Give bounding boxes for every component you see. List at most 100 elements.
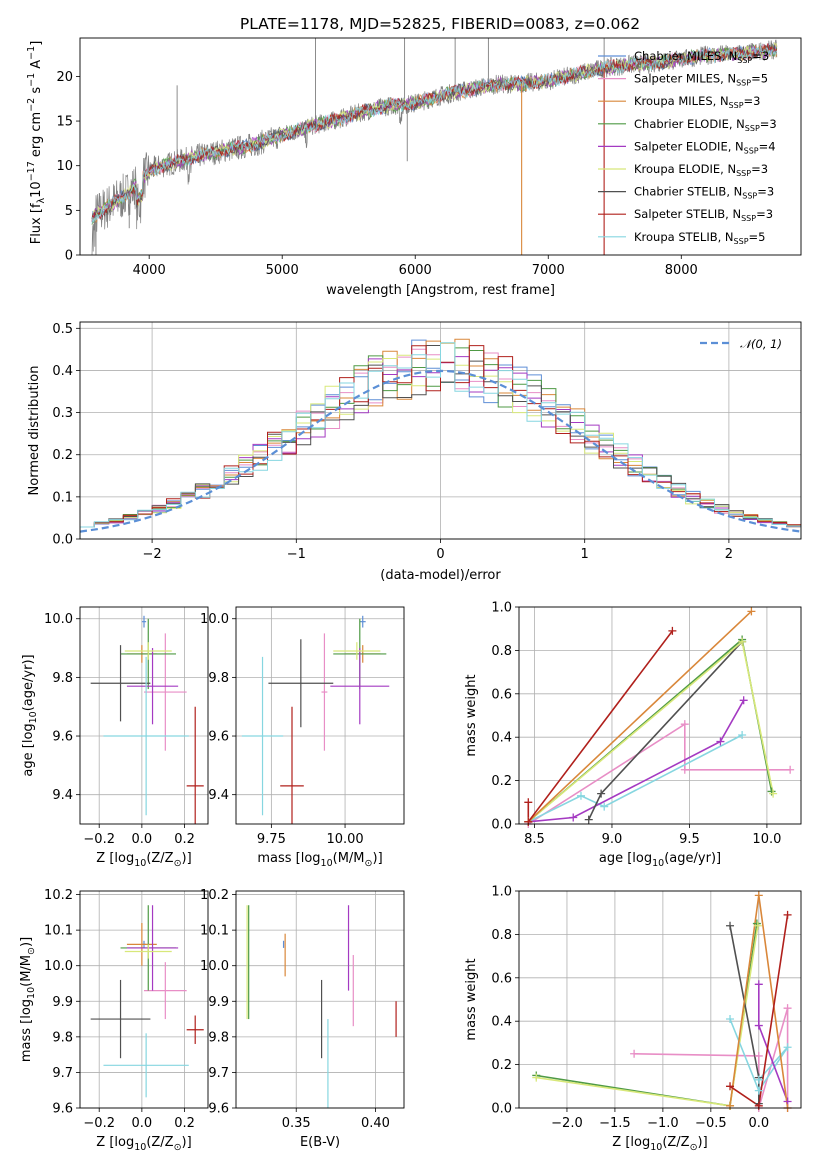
x-tick-label: −2	[143, 547, 162, 562]
x-tick-label: 10.00	[326, 832, 363, 847]
y-tick-label: 0.8	[491, 928, 512, 943]
weight-marker-kroupa_stelib	[738, 731, 747, 740]
plot-area	[91, 38, 778, 255]
x-tick-label: −2.0	[551, 1116, 583, 1131]
weight-marker-chabrier_stelib	[726, 921, 735, 930]
axes-frame	[235, 606, 405, 825]
legend-label-chabrier_stelib: Chabrier STELIB, NSSP=3	[634, 185, 774, 201]
y-tick-label: 9.7	[208, 1066, 229, 1081]
x-tick-label: −0.2	[83, 832, 115, 847]
y-tick-label: 9.4	[52, 788, 73, 803]
weight-line-chabrier_elodie	[527, 638, 773, 823]
y-tick-label: 1.0	[491, 601, 512, 616]
y-tick-label: 9.9	[52, 995, 73, 1010]
weight-marker-salpeter_stelib	[783, 910, 792, 919]
histogram-kroupa_stelib	[80, 342, 801, 539]
plot-area	[90, 615, 204, 824]
weight-marker-salpeter_elodie	[754, 980, 763, 989]
x-tick-label: 2	[725, 547, 733, 562]
weight-marker-kroupa_stelib	[783, 1043, 792, 1052]
weight-line-salpeter_miles	[527, 722, 791, 824]
x-axis-label: Z [log10(Z/Z⊙)]	[96, 851, 191, 869]
x-tick-label: 0.35	[282, 1116, 311, 1131]
residuals-panel: −2 −1 0 1 2 0.0 0.1 0.2 0.3 0.4 0.5 (data-model)/er…	[27, 321, 802, 583]
y-tick-label: 1.0	[491, 885, 512, 900]
weight-marker-salpeter_miles	[786, 765, 795, 774]
model-spectrum-kroupa_stelib	[91, 44, 778, 225]
y-tick-label: 10.1	[44, 924, 73, 939]
x-tick-label: −0.5	[695, 1116, 727, 1131]
y-tick-label: 9.6	[208, 1102, 229, 1117]
weight-marker-kroupa_stelib	[600, 802, 609, 811]
y-tick-label: 9.8	[52, 1030, 73, 1045]
weight-marker-chabrier_stelib	[584, 815, 593, 824]
x-tick-label: 0.2	[174, 832, 195, 847]
y-axis-label: age [log10(age/yr)]	[21, 654, 39, 776]
x-axis-label: E(B-V)	[300, 1135, 340, 1150]
y-tick-label: 0	[65, 249, 73, 264]
weight-line-kroupa_elodie	[527, 640, 774, 823]
weight-marker-kroupa_elodie	[753, 921, 762, 930]
plot-area	[80, 338, 801, 539]
y-tick-label: 0.6	[491, 971, 512, 986]
x-tick-label: 7000	[532, 263, 565, 278]
y-tick-label: 10	[56, 159, 73, 174]
x-tick-label: 8.5	[524, 832, 545, 847]
weight-line-chabrier_elodie	[536, 923, 758, 1107]
model-spectrum-salpeter_stelib	[91, 43, 778, 222]
y-tick-label: 9.6	[52, 1102, 73, 1117]
y-tick-label: 20	[56, 70, 73, 85]
weight-marker-kroupa_miles	[754, 891, 763, 900]
y-axis-label: Normed distribution	[27, 366, 42, 496]
weight-marker-salpeter_stelib	[524, 798, 533, 807]
x-tick-label: 6000	[399, 263, 432, 278]
y-tick-label: 10.1	[200, 924, 229, 939]
legend-label-chabrier_elodie: Chabrier ELODIE, NSSP=3	[634, 117, 777, 133]
weight-marker-salpeter_elodie	[754, 1021, 763, 1030]
weight-line-kroupa_stelib	[527, 734, 743, 823]
axes-frame	[79, 890, 209, 1109]
y-tick-label: 5	[65, 204, 73, 219]
weight-marker-kroupa_miles	[747, 607, 756, 616]
weight-marker-kroupa_stelib	[754, 1086, 763, 1095]
weight-marker-kroupa_stelib	[754, 1075, 763, 1084]
plot-area	[246, 905, 397, 1108]
weight-line-kroupa_miles	[527, 610, 752, 823]
y-tick-label: 9.8	[208, 1030, 229, 1045]
weight-marker-kroupa_miles	[726, 1101, 735, 1110]
legend-label-salpeter_elodie: Salpeter ELODIE, NSSP=4	[634, 139, 776, 155]
spectrum-legend: Chabrier MILES, NSSP=3 Salpeter MILES, NS…	[598, 49, 777, 246]
weight-marker-salpeter_miles	[680, 765, 689, 774]
y-axis-label: Flux [fλ10−17 erg cm−2 s−1 A−1]	[26, 41, 47, 245]
x-tick-label: 9.5	[679, 832, 700, 847]
x-tick-label: 0.0	[132, 1116, 153, 1131]
weight-marker-salpeter_stelib	[726, 1082, 735, 1091]
y-tick-label: 0.6	[491, 687, 512, 702]
figure-title: PLATE=1178, MJD=52825, FIBERID=0083, z=0…	[240, 15, 640, 33]
y-axis-label: mass weight	[464, 958, 479, 1040]
plot-area	[527, 610, 791, 824]
x-tick-label: 0.0	[132, 832, 153, 847]
x-axis-label: wavelength [Angstrom, rest frame]	[326, 283, 555, 298]
y-axis-label: mass weight	[464, 674, 479, 756]
y-axis-label: mass [log10(M/M⊙)]	[19, 937, 37, 1062]
x-tick-label: 0.2	[174, 1116, 195, 1131]
x-tick-label: 10.0	[752, 832, 781, 847]
y-tick-label: 9.4	[208, 788, 229, 803]
weight-line-salpeter_miles	[634, 1007, 789, 1108]
axes-frame	[79, 606, 209, 825]
y-tick-label: 0.1	[52, 490, 73, 505]
legend-label-salpeter_stelib: Salpeter STELIB, NSSP=3	[634, 207, 773, 223]
axes-frame	[79, 37, 802, 256]
legend-label-normal: 𝒩(0, 1)	[740, 337, 782, 351]
weight-marker-kroupa_stelib	[726, 1015, 735, 1024]
x-tick-label: 0.0	[748, 1116, 769, 1131]
y-tick-label: 0.4	[491, 731, 512, 746]
x-tick-label: 9.75	[257, 832, 286, 847]
weight-marker-salpeter_miles	[754, 1051, 763, 1060]
x-axis-label: mass [log10(M/M⊙)]	[257, 851, 382, 869]
y-tick-label: 0.2	[52, 448, 73, 463]
y-tick-label: 0.0	[491, 818, 512, 833]
plot-area	[241, 615, 390, 824]
